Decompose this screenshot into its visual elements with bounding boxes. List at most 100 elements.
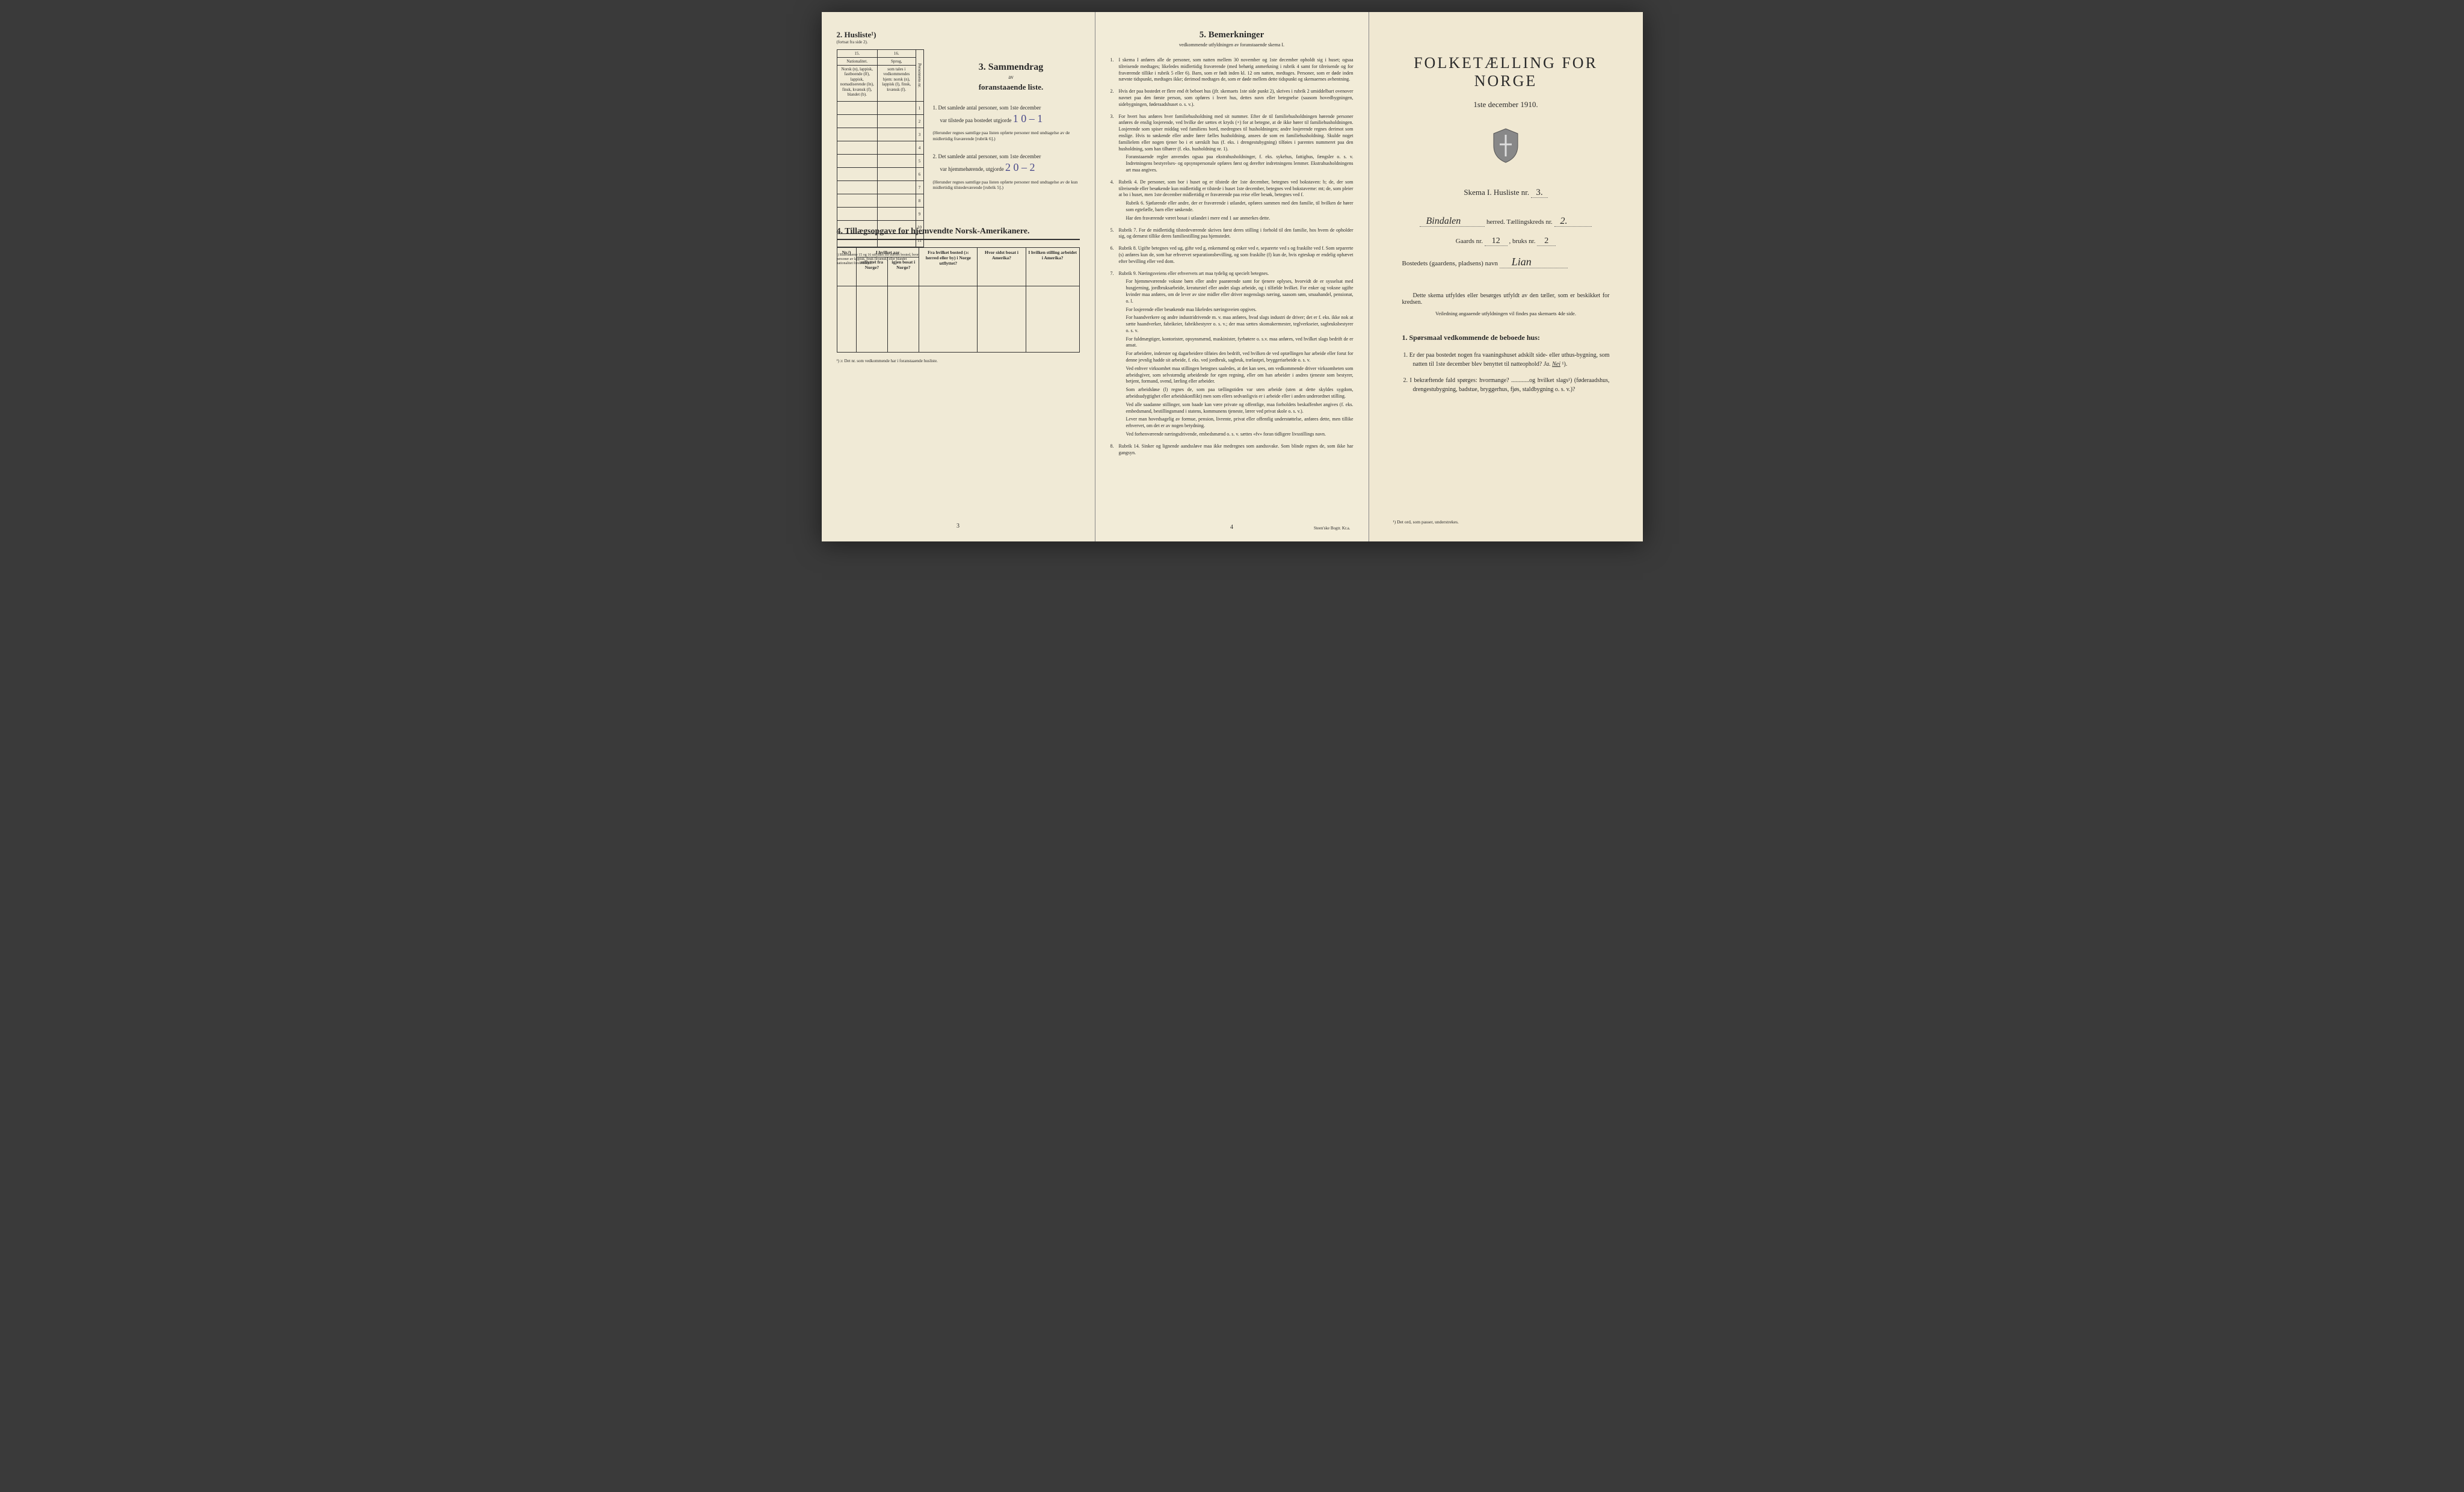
t4-col-where: Hvor sidst bosat i Amerika? (978, 248, 1026, 286)
answer-nei: Nei (1552, 361, 1560, 368)
remark-number: 8. (1110, 443, 1119, 450)
col-15-text: Norsk (n), lappisk, fastboende (lf), lap… (837, 66, 877, 102)
answer-ja: Ja. (1544, 361, 1551, 368)
remarks-list: 1.I skema I anføres alle de personer, so… (1110, 57, 1354, 456)
remark-subtext: Har den fraværende været bosat i utlande… (1126, 215, 1354, 222)
remark-number: 7. (1110, 271, 1119, 277)
footnote-2: ²) ɔ: Det nr. som vedkommende har i fora… (837, 359, 1080, 363)
remark-number: 6. (1110, 245, 1119, 252)
remark-subtext: Lever man hovedsagelig av formue, pensio… (1126, 416, 1354, 430)
remark-subtext: Foranstaaende regler anvendes ogsaa paa … (1126, 154, 1354, 173)
remark-text: Rubrik 4. De personer, som bor i huset o… (1119, 179, 1354, 222)
fortsat-note: (fortsat fra side 2). (837, 40, 1080, 45)
remark-subtext: For hjemmeværende voksne børn eller andr… (1126, 279, 1354, 304)
remark-number: 2. (1110, 88, 1119, 95)
remark-text: I skema I anføres alle de personer, som … (1119, 57, 1354, 83)
row-num: 7 (916, 181, 923, 194)
instruction-text: Dette skema utfyldes eller besørges utfy… (1402, 292, 1610, 306)
remark-number: 3. (1110, 114, 1119, 120)
remark-subtext: For haandverkere og andre industridriven… (1126, 315, 1354, 334)
t4-col-from: Fra hvilket bosted (ɔ: herred eller by) … (919, 248, 978, 286)
remark-subtext: Rubrik 6. Sjøfarende eller andre, der er… (1126, 200, 1354, 214)
row-num: 2 (916, 115, 923, 128)
remark-text: Hvis der paa bostedet er flere end ét be… (1119, 88, 1354, 108)
t4-col-position: I hvilken stilling arbeidet i Amerika? (1026, 248, 1079, 286)
remark-subtext: Som arbeidsløse (l) regnes de, som paa t… (1126, 387, 1354, 400)
title-page: FOLKETÆLLING FOR NORGE 1ste december 191… (1369, 12, 1643, 541)
skema-line: Skema I. Husliste nr. 3. (1384, 188, 1628, 198)
gaards-line: Gaards nr. 12 , bruks nr. 2 (1384, 236, 1628, 246)
summary-2-note: (Herunder regnes samtlige paa listen opf… (933, 179, 1089, 191)
page-number-4: 4 (1230, 524, 1233, 531)
section-3-sammendrag: 3. Sammendrag av foranstaaende liste. 1.… (933, 62, 1089, 191)
section-4-norwegian-americans: 4. Tillægsopgave for hjemvendte Norsk-Am… (837, 227, 1080, 363)
summary-item-2: 2. Det samlede antal personer, som 1ste … (933, 153, 1089, 191)
summary-item-1: 1. Det samlede antal personer, som 1ste … (933, 104, 1089, 142)
kreds-number-hw: 2. (1554, 216, 1592, 227)
col-16-header: Sprog, (877, 58, 916, 66)
handwritten-count-1: 1 0 – 1 (1013, 113, 1043, 125)
remark-item: 7.Rubrik 9. Næringsveiens eller erhverve… (1110, 271, 1354, 438)
remark-subtext: Ved forhenværende næringsdrivende, embed… (1126, 431, 1354, 438)
bottom-footnote: ¹) Det ord, som passer, understrekes. (1393, 519, 1459, 525)
remark-number: 5. (1110, 227, 1119, 234)
remark-number: 1. (1110, 57, 1119, 64)
questions-header: 1. Spørsmaal vedkommende de beboede hus: (1402, 333, 1610, 342)
bosted-name-hw: Lian (1500, 256, 1568, 268)
bruks-number-hw: 2 (1537, 236, 1556, 246)
t4-col-returned: igjen bosat i Norge? (888, 257, 919, 286)
col-15-num: 15. (837, 50, 877, 58)
remark-item: 8.Rubrik 14. Sinker og lignende aandsslø… (1110, 443, 1354, 457)
husliste-header: 2. Husliste¹) (837, 30, 1080, 40)
section3-av: av (933, 74, 1089, 80)
remark-item: 3.For hvert hus anføres hver familiehush… (1110, 114, 1354, 174)
remark-subtext: For losjerende eller besøkende maa likel… (1126, 307, 1354, 313)
person-nr-header: Personnens nr. (916, 50, 923, 102)
row-num: 9 (916, 208, 923, 221)
bosted-line: Bostedets (gaardens, pladsens) navn Lian (1402, 256, 1628, 268)
remark-text: Rubrik 14. Sinker og lignende aandssløve… (1119, 443, 1354, 457)
remark-text: For hvert hus anføres hver familiehushol… (1119, 114, 1354, 174)
row-num: 1 (916, 102, 923, 115)
norwegian-american-table: Nr.²) I hvilket aar Fra hvilket bosted (… (837, 247, 1080, 353)
remark-item: 4.Rubrik 4. De personer, som bor i huset… (1110, 179, 1354, 222)
row-num: 3 (916, 128, 923, 141)
row-num: 5 (916, 155, 923, 168)
page-3: 2. Husliste¹) (fortsat fra side 2). 15. … (822, 12, 1095, 541)
remark-subtext: For fuldmægtiger, kontorister, opsynsmæn… (1126, 336, 1354, 350)
census-date: 1ste december 1910. (1384, 100, 1628, 109)
remark-subtext: Ved enhver virksomhet maa stillingen bet… (1126, 366, 1354, 385)
remark-text: Rubrik 9. Næringsveiens eller erhvervets… (1119, 271, 1354, 438)
gaards-number-hw: 12 (1485, 236, 1508, 246)
t4-col-emigrated: utflyttet fra Norge? (856, 257, 887, 286)
handwritten-count-2: 2 0 – 2 (1005, 161, 1035, 173)
remark-text: Rubrik 8. Ugifte betegnes ved ug, gifte … (1119, 245, 1354, 265)
section5-title: 5. Bemerkninger (1110, 30, 1354, 40)
col-16-num: 16. (877, 50, 916, 58)
remark-subtext: For arbeidere, inderster og dagarbeidere… (1126, 351, 1354, 364)
husliste-number-hw: 3. (1531, 188, 1547, 198)
row-num: 6 (916, 168, 923, 181)
row-num: 4 (916, 141, 923, 155)
herred-line: Bindalen herred. Tællingskreds nr. 2. (1384, 216, 1628, 227)
remark-item: 2.Hvis der paa bostedet er flere end ét … (1110, 88, 1354, 108)
section4-title: 4. Tillægsopgave for hjemvendte Norsk-Am… (837, 227, 1080, 240)
remark-text: Rubrik 7. For de midlertidig tilstedevær… (1119, 227, 1354, 241)
remark-item: 6.Rubrik 8. Ugifte betegnes ved ug, gift… (1110, 245, 1354, 265)
row-num: 8 (916, 194, 923, 208)
section5-subtitle: vedkommende utfyldningen av foranstaaend… (1110, 42, 1354, 48)
document-spread: 2. Husliste¹) (fortsat fra side 2). 15. … (822, 12, 1643, 541)
col-16-text: som tales i vedkommendes hjem: norsk (n)… (877, 66, 916, 102)
nationality-table: 15. 16. Personnens nr. Nationalitet. Spr… (837, 49, 924, 247)
instruction-subtext: Veiledning angaaende utfyldningen vil fi… (1402, 310, 1610, 316)
question-2: 2. I bekræftende fald spørges: hvormange… (1413, 376, 1610, 394)
remark-subtext: Ved alle saadanne stillinger, som baade … (1126, 402, 1354, 415)
col-15-header: Nationalitet. (837, 58, 877, 66)
remark-item: 1.I skema I anføres alle de personer, so… (1110, 57, 1354, 83)
page-number-3: 3 (956, 523, 959, 529)
remark-number: 4. (1110, 179, 1119, 186)
summary-1-note: (Herunder regnes samtlige paa listen opf… (933, 130, 1089, 142)
section3-title: 3. Sammendrag (933, 62, 1089, 73)
main-title: FOLKETÆLLING FOR NORGE (1384, 54, 1628, 90)
section3-subtitle: foranstaaende liste. (933, 82, 1089, 92)
